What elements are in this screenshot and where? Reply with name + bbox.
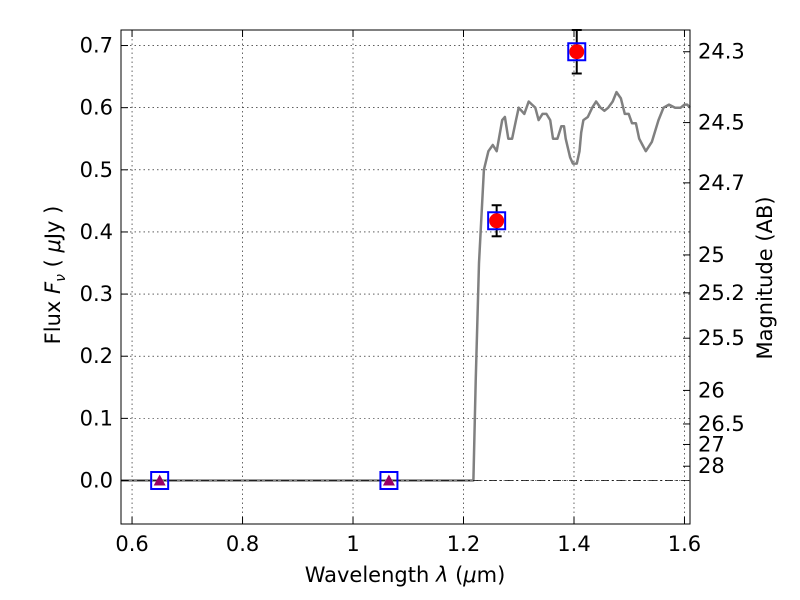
y2-tick-label: 26 [698, 378, 725, 402]
model-box-marker [487, 211, 507, 231]
y2-tick-label: 25.2 [698, 281, 745, 305]
y2-tick-label: 25.5 [698, 326, 745, 350]
x-ticks: 0.6 0.8 1 1.2 1.4 1.6 [115, 30, 701, 556]
x-tick-label: 1.6 [668, 532, 701, 556]
y-tick-label: 0.1 [80, 406, 113, 430]
y-tick-label: 0.0 [80, 469, 113, 493]
y2-tick-label: 26.5 [698, 412, 745, 436]
y2-axis-label: Magnitude (AB) [753, 196, 777, 359]
model-spectrum-line [121, 90, 691, 482]
observed-point [489, 213, 505, 229]
y-tick-label: 0.2 [80, 344, 113, 368]
model-box-marker [567, 42, 587, 62]
y2-tick-label: 24.7 [698, 171, 745, 195]
x-tick-label: 1.4 [557, 532, 590, 556]
grid [121, 30, 690, 524]
y-tick-label: 0.4 [80, 220, 113, 244]
plot-frame [120, 29, 691, 525]
y2-tick-label: 25 [698, 243, 725, 267]
model-box-marker [150, 471, 170, 491]
points-layer [150, 29, 587, 491]
y2-tick-label: 28 [698, 454, 725, 478]
upper-limit-marker [382, 474, 395, 486]
model-box-marker [379, 471, 399, 491]
x-tick-label: 0.6 [115, 532, 148, 556]
x-tick-label: 0.8 [226, 532, 259, 556]
model-spectrum-layer [121, 90, 691, 482]
y-tick-label: 0.3 [80, 282, 113, 306]
upper-limit-marker [153, 474, 166, 486]
y2-tick-label: 24.5 [698, 111, 745, 135]
observed-point [569, 44, 585, 60]
y-ticks: 0.0 0.1 0.2 0.3 0.4 0.5 0.6 0.7 [80, 34, 128, 493]
y2-tick-label: 24.3 [698, 40, 745, 64]
y-tick-label: 0.7 [80, 34, 113, 58]
x-tick-label: 1.2 [447, 532, 480, 556]
y-axis-label: Flux Fν ( μJy ) [41, 206, 69, 345]
x-tick-label: 1 [346, 532, 359, 556]
y-tick-label: 0.6 [80, 96, 113, 120]
x-axis-label: Wavelength λ (μm) [305, 563, 506, 587]
y-tick-label: 0.5 [80, 158, 113, 182]
y2-tick-label: 27 [698, 432, 725, 456]
